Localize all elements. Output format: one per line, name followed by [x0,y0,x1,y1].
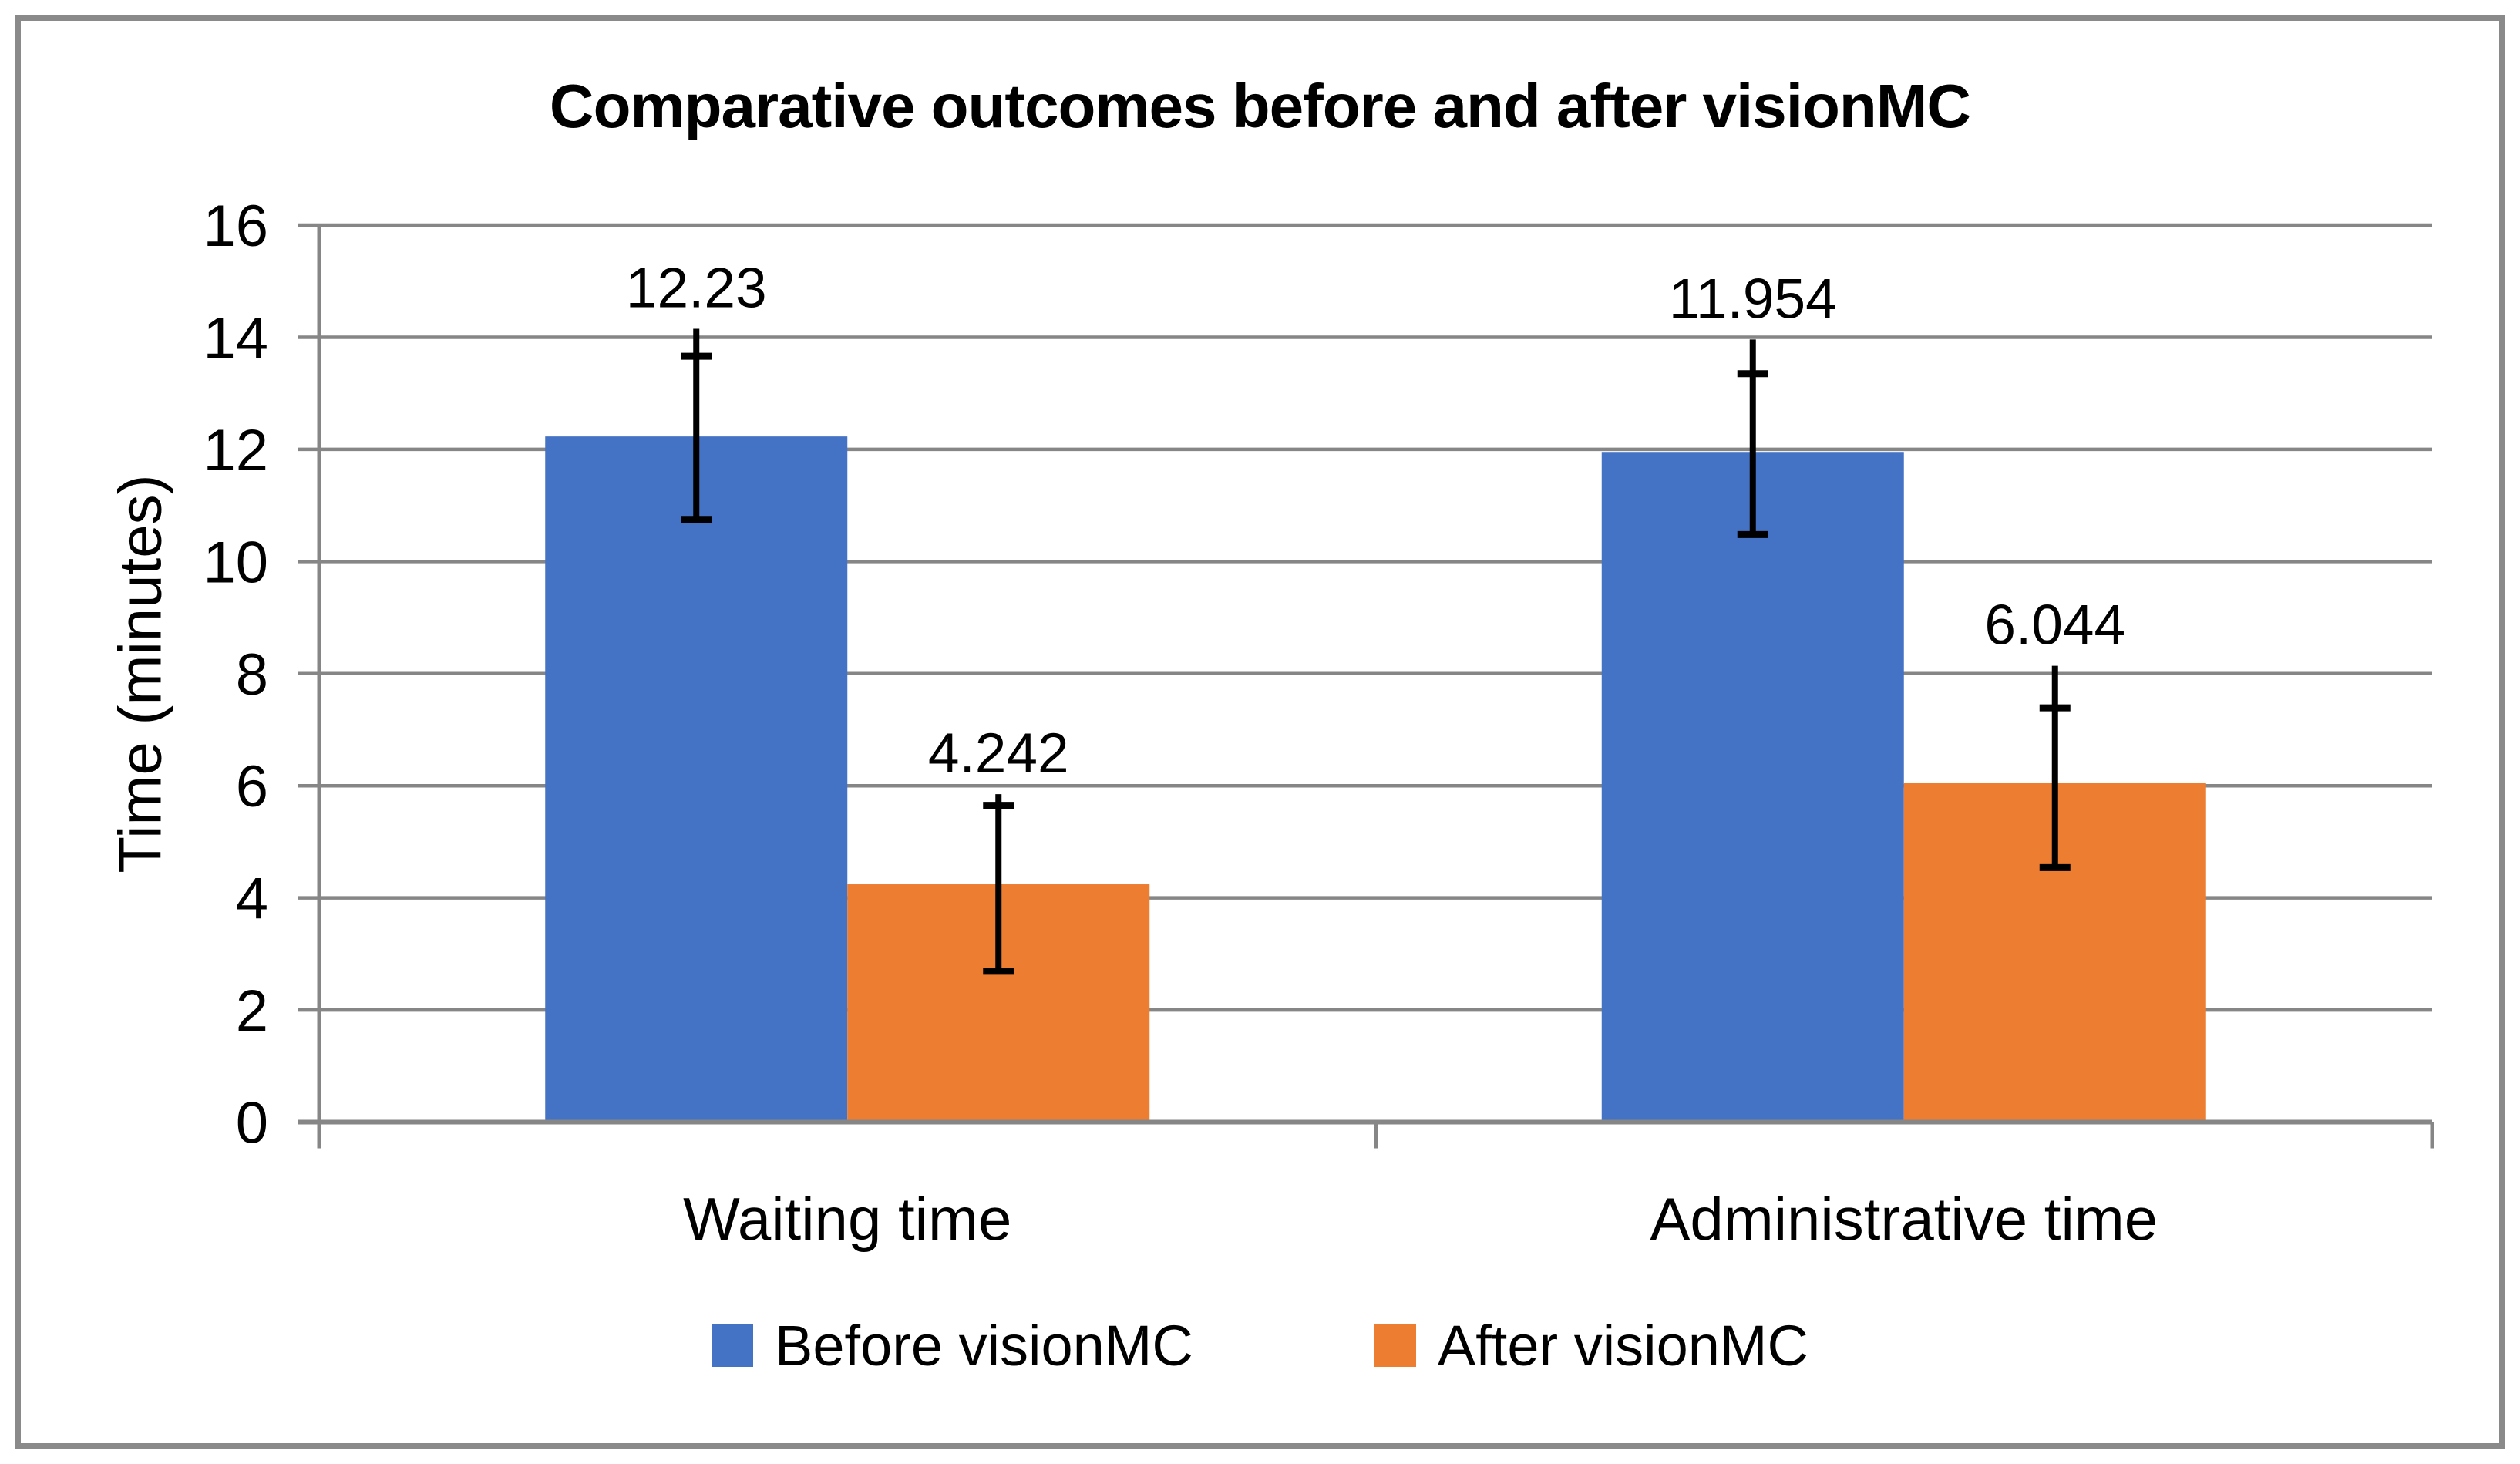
legend-label-before: Before visionMC [775,1313,1193,1378]
data-label-before-visionmc-waiting-time: 12.23 [626,257,767,320]
legend-item-before-visionmc: Before visionMC [712,1313,1193,1378]
category-label-administrative-time: Administrative time [1650,1185,2158,1253]
data-label-after-visionmc-waiting-time: 4.242 [928,722,1069,785]
y-tick-label-8: 8 [236,642,268,708]
legend-swatch-before-icon [712,1324,754,1367]
y-tick-label-12: 12 [203,418,268,483]
legend-swatch-after-icon [1374,1324,1416,1367]
legend-item-after-visionmc: After visionMC [1374,1313,1808,1378]
y-tick-label-0: 0 [236,1091,268,1156]
legend: Before visionMC After visionMC [0,1313,2520,1378]
y-tick-label-16: 16 [203,194,268,259]
y-tick-label-6: 6 [236,754,268,820]
bar-before-visionmc-administrative-time [1601,452,1904,1122]
category-label-waiting-time: Waiting time [683,1185,1011,1253]
y-tick-label-4: 4 [236,867,268,932]
chart-border [15,15,2505,1449]
legend-label-after: After visionMC [1437,1313,1808,1378]
y-tick-label-10: 10 [203,530,268,595]
bar-before-visionmc-waiting-time [545,436,848,1122]
data-label-before-visionmc-administrative-time: 11.954 [1669,268,1837,330]
chart-title: Comparative outcomes before and after vi… [549,72,1971,140]
data-label-after-visionmc-administrative-time: 6.044 [1984,594,2125,657]
y-tick-label-14: 14 [203,305,268,371]
y-tick-label-2: 2 [236,978,268,1044]
